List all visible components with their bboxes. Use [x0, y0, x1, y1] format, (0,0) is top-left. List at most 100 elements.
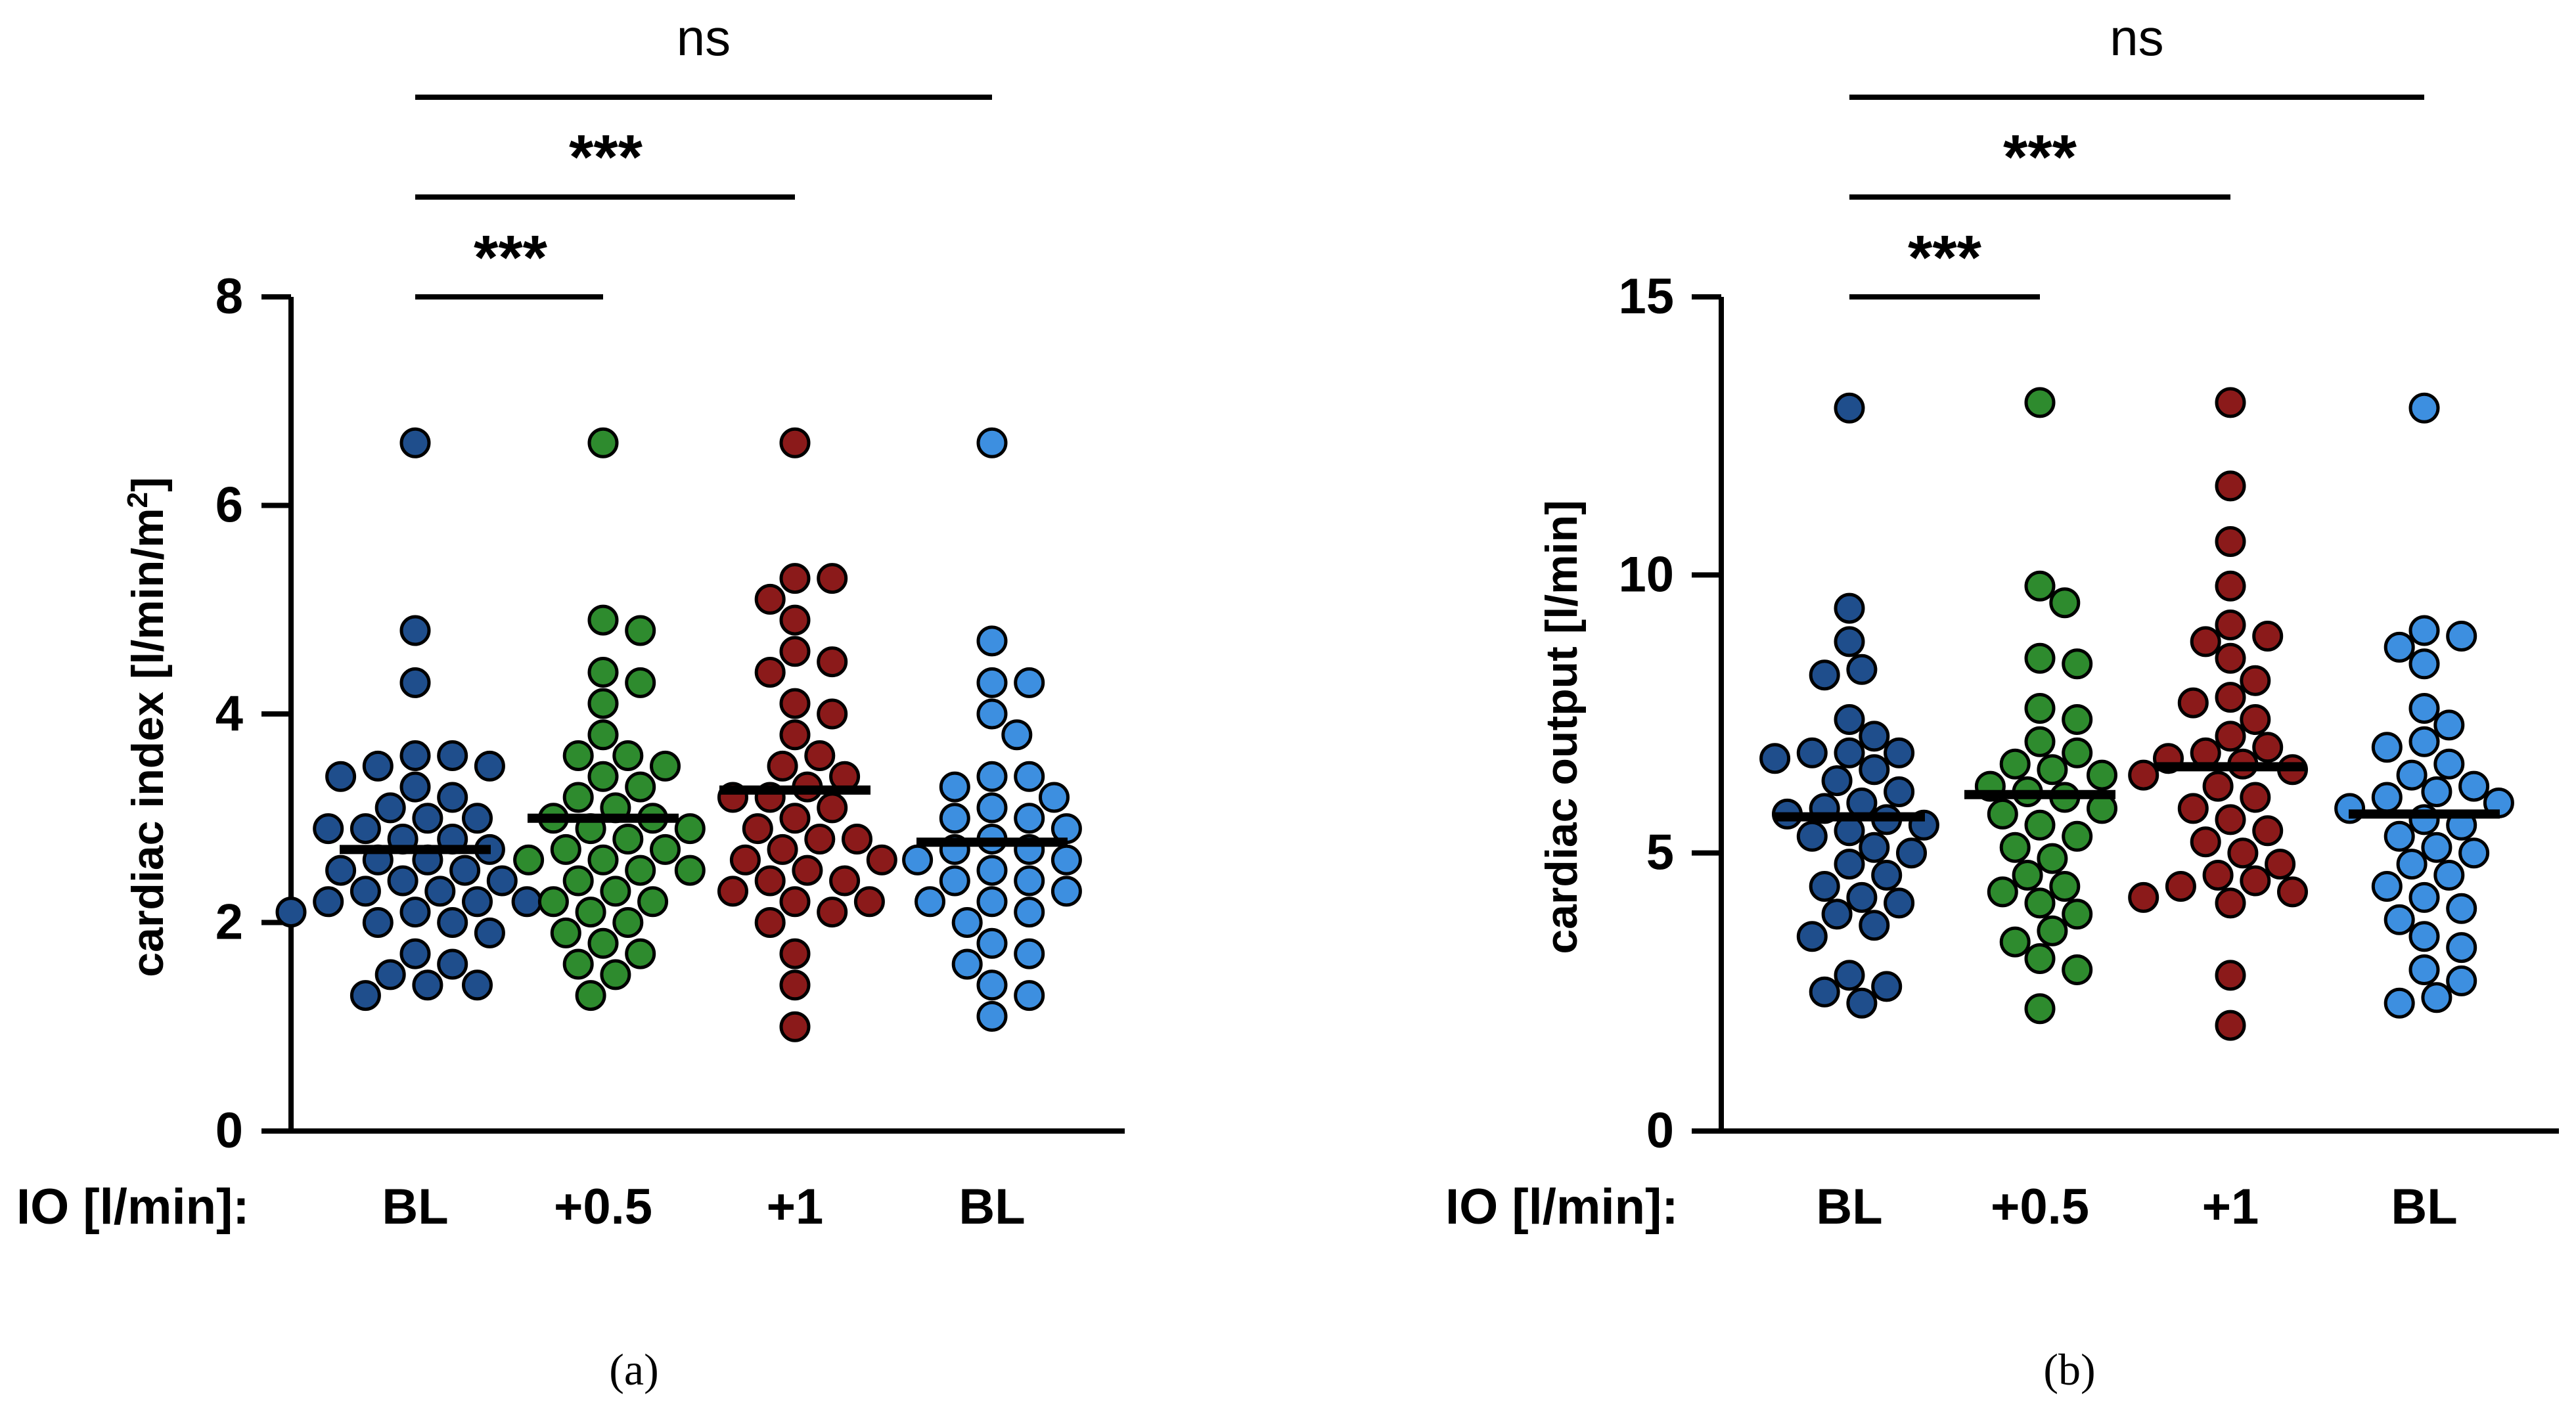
data-point [550, 917, 581, 948]
data-point [2024, 642, 2056, 674]
data-point [976, 927, 1008, 959]
data-point [575, 980, 606, 1011]
data-point [2024, 943, 2056, 974]
series-4 [902, 427, 1082, 1032]
data-point [2177, 687, 2209, 719]
data-point [817, 698, 848, 730]
data-point [2062, 648, 2093, 680]
data-point [2240, 665, 2271, 696]
data-point [2215, 804, 2246, 835]
data-point [650, 750, 681, 782]
data-point [562, 948, 594, 980]
data-point [2215, 470, 2246, 502]
data-point [976, 886, 1008, 918]
significance-label: *** [569, 122, 643, 192]
data-point [1859, 721, 1890, 752]
data-point [2408, 615, 2440, 646]
data-point [2408, 954, 2440, 985]
data-point [976, 427, 1008, 458]
series-2 [513, 427, 706, 1011]
data-point [976, 667, 1008, 698]
data-point [325, 855, 357, 886]
data-point [939, 865, 970, 897]
y-tick-label: 8 [215, 269, 243, 324]
significance-label: ns [677, 9, 731, 66]
data-point [587, 927, 619, 959]
data-point [1014, 938, 1045, 969]
data-point [587, 657, 619, 688]
data-point [424, 876, 456, 907]
data-point [2408, 693, 2440, 724]
data-point [1809, 976, 1840, 1008]
x-tick-label: BL [2391, 1179, 2457, 1235]
data-point [2190, 826, 2221, 858]
data-point [2421, 982, 2452, 1013]
y-axis-label: cardiac output [l/min] [1537, 500, 1587, 954]
data-point [2215, 642, 2246, 674]
data-point [399, 667, 431, 698]
data-point [2128, 881, 2159, 913]
data-point [2215, 610, 2246, 640]
data-point [2384, 987, 2415, 1019]
data-point [2202, 860, 2234, 891]
data-point [754, 907, 786, 938]
data-point [625, 667, 656, 698]
data-point [742, 813, 773, 845]
data-point [2024, 693, 2056, 724]
data-point [625, 938, 656, 969]
data-point [374, 792, 406, 824]
data-point [399, 740, 431, 771]
data-point [976, 855, 1008, 886]
data-point [2252, 621, 2284, 652]
data-point [1039, 782, 1070, 813]
data-point [2265, 849, 2296, 880]
data-point [915, 886, 945, 918]
data-point [779, 1011, 811, 1042]
data-point [2384, 631, 2415, 663]
data-point [2396, 759, 2428, 791]
data-point [587, 761, 619, 792]
data-point [1834, 626, 1865, 657]
data-point [587, 427, 619, 458]
data-point [1809, 871, 1840, 902]
y-tick-label: 4 [215, 686, 243, 742]
data-point [1987, 876, 2018, 908]
data-point [779, 969, 811, 1001]
data-point [951, 948, 983, 980]
data-point [462, 803, 493, 834]
data-point [362, 750, 394, 782]
data-point [2177, 793, 2209, 824]
data-point [939, 803, 970, 834]
data-point [600, 959, 631, 990]
x-axis-title: IO [l/min]: [1445, 1179, 1679, 1235]
series-3 [2128, 387, 2308, 1041]
x-tick-label: +1 [767, 1179, 824, 1235]
significance-label: *** [1908, 223, 1982, 293]
data-point [1051, 844, 1082, 876]
y-tick-label: 6 [215, 478, 243, 533]
data-point [1796, 737, 1828, 768]
data-point [350, 980, 381, 1011]
data-point [817, 897, 848, 928]
data-point [2024, 726, 2056, 757]
data-point [2421, 776, 2452, 807]
data-point [951, 907, 983, 938]
data-point [562, 865, 594, 897]
data-point [387, 865, 418, 897]
data-point [2037, 754, 2068, 786]
data-point [2408, 921, 2440, 952]
data-point [817, 792, 848, 824]
data-point [1884, 776, 1915, 807]
data-point [1846, 987, 1878, 1019]
data-point [575, 897, 606, 928]
data-point [1014, 803, 1045, 834]
data-point [779, 803, 811, 834]
data-point [2252, 732, 2284, 763]
data-point [399, 938, 431, 969]
data-point [313, 886, 344, 918]
data-point [511, 886, 543, 918]
data-point [792, 855, 823, 886]
data-point [612, 907, 644, 938]
data-point [374, 959, 406, 990]
data-point [2240, 704, 2271, 735]
